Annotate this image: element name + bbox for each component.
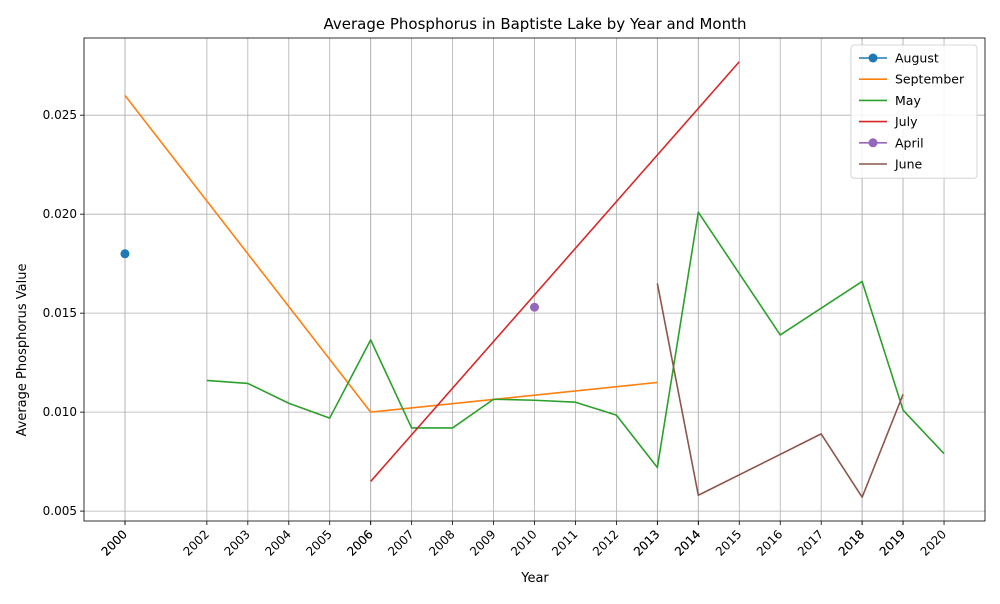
x-tick-label: 2005 (303, 527, 334, 558)
x-tick-label: 2011 (549, 527, 580, 558)
chart-title: Average Phosphorus in Baptiste Lake by Y… (324, 15, 747, 33)
y-tick-label: 0.020 (43, 207, 77, 221)
y-tick-label: 0.015 (43, 306, 77, 320)
axes (80, 37, 986, 525)
x-tick-label: 2006 (344, 527, 375, 558)
y-tick-label: 0.010 (43, 405, 77, 419)
x-tick-label: 2004 (262, 527, 293, 558)
data-series (120, 61, 945, 499)
x-tick-label: 2009 (467, 527, 498, 558)
legend-label-may: May (895, 93, 921, 108)
x-axis-label: Year (520, 571, 549, 586)
legend-box (850, 44, 978, 179)
series-line-may (206, 211, 945, 469)
data-point-august (120, 249, 130, 259)
x-tick-label: 2014 (672, 527, 703, 558)
x-tick-label: 2016 (754, 527, 785, 558)
x-tick-label: 2002 (180, 527, 211, 558)
legend-label-july: July (894, 114, 918, 129)
y-tick-label: 0.025 (43, 108, 77, 122)
x-tick-label: 2017 (795, 527, 826, 558)
x-tick-label: 2008 (426, 527, 457, 558)
legend-label-june: June (894, 157, 923, 172)
legend-marker-april (868, 138, 878, 148)
grid-lines (84, 38, 985, 521)
legend-label-september: September (895, 72, 965, 87)
y-axis-label: Average Phosphorus Value (15, 264, 30, 437)
x-tick-label: 2019 (877, 527, 908, 558)
legend: August September May July April June (850, 44, 978, 179)
data-point-april (530, 302, 539, 312)
series-line-july (370, 61, 740, 482)
legend-marker-august (868, 53, 878, 63)
series-line-june (656, 283, 904, 499)
y-tick-label: 0.005 (43, 504, 77, 518)
x-tick-label: 2010 (508, 527, 539, 558)
legend-label-august: August (895, 51, 939, 66)
x-tick-label: 2003 (221, 527, 252, 558)
x-tick-label: 2007 (385, 527, 416, 558)
plot-frame (83, 37, 986, 522)
legend-label-april: April (895, 135, 924, 150)
x-tick-label: 2012 (590, 527, 621, 558)
series-line-september (124, 94, 658, 413)
x-tick-label: 2015 (713, 527, 744, 558)
x-tick-label: 2013 (631, 527, 662, 558)
x-tick-label: 2000 (99, 527, 130, 558)
x-tick-label: 2018 (836, 527, 867, 558)
x-tick-label: 2020 (918, 527, 949, 558)
